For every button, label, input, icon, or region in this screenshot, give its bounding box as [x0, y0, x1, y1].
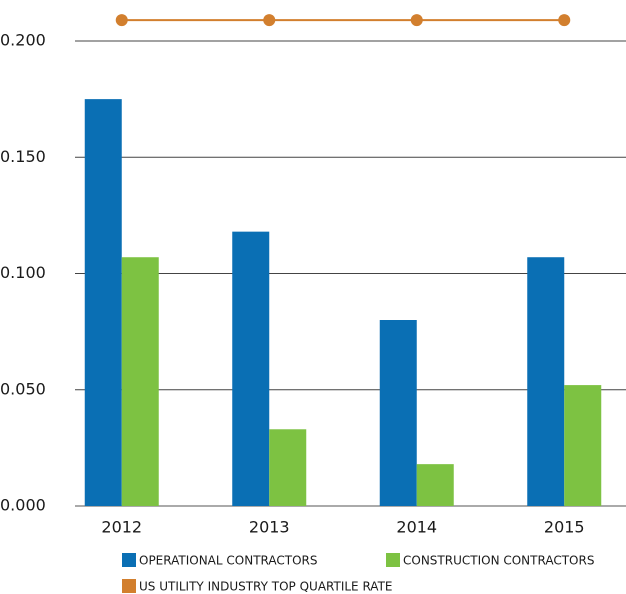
bar — [527, 257, 565, 506]
legend-swatch — [122, 579, 136, 593]
line-marker — [115, 14, 128, 27]
legend-label: OPERATIONAL CONTRACTORS — [139, 554, 317, 568]
bar — [121, 257, 159, 506]
y-tick-label: 0.100 — [0, 263, 46, 282]
x-tick-label: 2015 — [544, 518, 585, 537]
line-marker — [558, 14, 571, 27]
y-tick-label: 0.000 — [0, 496, 46, 515]
line-marker — [410, 14, 423, 27]
legend-label: CONSTRUCTION CONTRACTORS — [403, 554, 594, 568]
y-tick-label: 0.200 — [0, 31, 46, 50]
bar — [232, 231, 270, 506]
bar — [564, 385, 602, 506]
y-tick-label: 0.050 — [0, 379, 46, 398]
line-marker — [263, 14, 276, 27]
y-tick-label: 0.150 — [0, 147, 46, 166]
bar — [269, 429, 307, 506]
bar — [416, 464, 454, 506]
bar — [379, 320, 417, 506]
bar — [84, 99, 122, 506]
legend-swatch — [386, 553, 400, 567]
x-tick-label: 2013 — [249, 518, 290, 537]
x-tick-label: 2012 — [101, 518, 142, 537]
legend-label: US UTILITY INDUSTRY TOP QUARTILE RATE — [139, 580, 393, 594]
x-tick-label: 2014 — [396, 518, 437, 537]
legend-swatch — [122, 553, 136, 567]
